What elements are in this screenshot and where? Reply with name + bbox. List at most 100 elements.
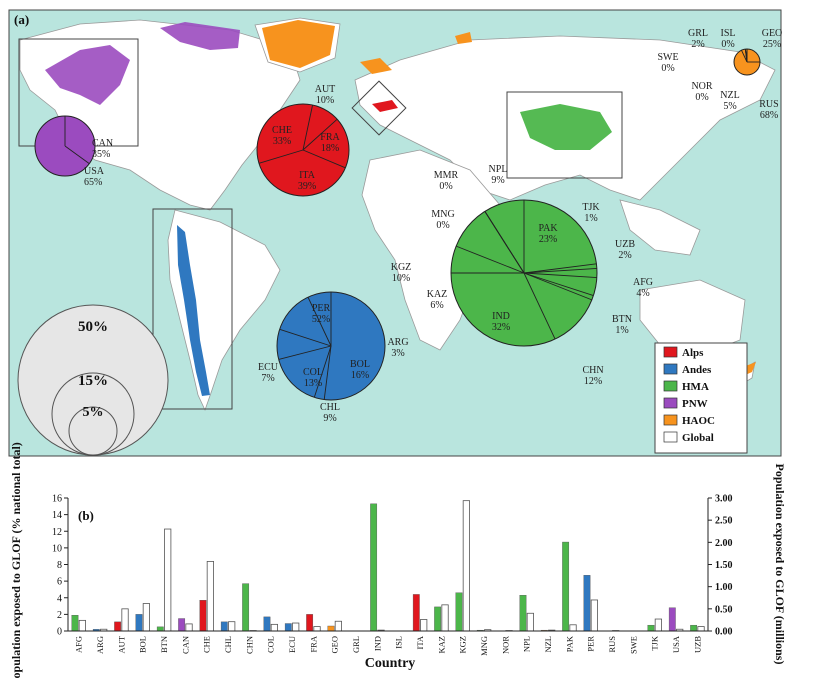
pie-pct-andes-per: 52%: [312, 314, 330, 325]
y-left-tick-label: 14: [52, 510, 62, 521]
pie-label-andes-per: PER: [312, 303, 331, 314]
pie-label-hma-kgz: KGZ: [391, 262, 412, 273]
y-left-tick-label: 10: [52, 543, 62, 554]
size-legend-15-label: 15%: [78, 373, 108, 389]
bar-pct-geo: [328, 626, 334, 631]
size-legend-5-label: 5%: [83, 405, 104, 420]
bar-pct-chn: [242, 584, 248, 631]
y-right-tick-label: 3.00: [715, 494, 733, 505]
bar-pct-btn: [157, 627, 163, 631]
y-axis-right-title: Population exposed to GLOF (millions): [773, 464, 787, 665]
bar-pct-pak: [562, 542, 568, 631]
pie-label-hma-ind: IND: [492, 311, 510, 322]
pie-label-haoc-grl: GRL: [688, 28, 708, 39]
x-tick-fra: FRA: [308, 635, 318, 652]
bar-pct-chl: [221, 622, 227, 631]
y-left-tick-label: 2: [57, 610, 62, 621]
bar-millions-ita: [421, 619, 427, 631]
pie-pct-haoc-nor: 0%: [695, 92, 708, 103]
pie-label-andes-arg: ARG: [387, 337, 408, 348]
y-right-tick-label: 0.50: [715, 604, 733, 615]
x-tick-ita: ITA: [415, 635, 425, 649]
size-legend: 50% 15% 5%: [18, 305, 168, 455]
pie-label-andes-ecu: ECU: [258, 362, 279, 373]
x-tick-mng: MNG: [479, 636, 489, 656]
pie-label-haoc-geo: GEO: [762, 28, 783, 39]
x-tick-chl: CHL: [223, 636, 233, 653]
pie-pct-haoc-isl: 0%: [721, 39, 734, 50]
bar-millions-per: [591, 600, 597, 631]
pie-pct-hma-mng: 0%: [436, 220, 449, 231]
pie-pct-hma-ind: 32%: [492, 322, 510, 333]
bar-pct-che: [200, 600, 206, 631]
pie-label-alps-ita: ITA: [299, 170, 316, 181]
x-tick-bol: BOL: [138, 636, 148, 653]
pie-pct-andes-chl: 9%: [323, 413, 336, 424]
pie-pct-andes-col: 13%: [304, 378, 322, 389]
pie-label-andes-chl: CHL: [320, 402, 340, 413]
x-tick-geo: GEO: [330, 636, 340, 653]
pie-label-andes-col: COL: [303, 367, 323, 378]
bar-pct-fra: [306, 614, 312, 631]
x-tick-che: CHE: [202, 636, 212, 653]
pie-pct-hma-npl: 9%: [491, 175, 504, 186]
x-tick-nzl: NZL: [543, 636, 553, 653]
bar-pct-afg: [72, 615, 78, 631]
bar-pct-ind: [370, 504, 376, 631]
y-left-tick-label: 4: [57, 593, 62, 604]
bar-pct-kaz: [434, 607, 440, 631]
x-tick-kgz: KGZ: [458, 636, 468, 653]
x-tick-can: CAN: [180, 636, 190, 654]
bar-millions-tjk: [655, 619, 661, 631]
bar-millions-afg: [79, 620, 85, 631]
bar-pct-kgz: [456, 593, 462, 631]
pie-label-hma-mng: MNG: [431, 209, 454, 220]
bar-millions-geo: [335, 621, 341, 631]
y-right-tick-label: 0.00: [715, 627, 733, 638]
bar-pct-ecu: [285, 624, 291, 631]
legend-swatch-andes: [664, 364, 677, 374]
pie-pct-haoc-geo: 25%: [763, 39, 781, 50]
panel-a-label: (a): [14, 12, 29, 27]
y-left-tick-label: 16: [52, 494, 62, 505]
x-tick-npl: NPL: [522, 636, 532, 652]
bar-millions-fra: [314, 627, 320, 631]
x-tick-isl: ISL: [394, 636, 404, 649]
pie-label-andes-bol: BOL: [350, 359, 370, 370]
x-tick-usa: USA: [671, 635, 681, 653]
pie-pct-andes-bol: 16%: [351, 370, 369, 381]
pie-label-pnw-can: CAN: [92, 138, 113, 149]
x-tick-afg: AFG: [74, 636, 84, 653]
pie-pct-hma-kaz: 6%: [430, 300, 443, 311]
bar-pct-usa: [669, 608, 675, 631]
bar-millions-che: [207, 561, 213, 631]
pie-pct-alps-aut: 10%: [316, 95, 334, 106]
pie-label-alps-che: CHE: [272, 125, 292, 136]
y-right-tick-label: 2.50: [715, 516, 733, 527]
y-right-tick-label: 2.00: [715, 538, 733, 549]
pie-label-hma-mmr: MMR: [434, 170, 459, 181]
x-tick-grl: GRL: [351, 636, 361, 653]
pie-pct-hma-pak: 23%: [539, 234, 557, 245]
x-tick-arg: ARG: [95, 636, 105, 654]
legend-swatch-haoc: [664, 415, 677, 425]
pie-pct-haoc-swe: 0%: [661, 63, 674, 74]
pie-pct-haoc-nzl: 5%: [723, 101, 736, 112]
pie-label-haoc-isl: ISL: [721, 28, 736, 39]
y-left-tick-label: 8: [57, 560, 62, 571]
pie-pct-alps-fra: 18%: [321, 143, 339, 154]
pie-pct-pnw-can: 35%: [92, 149, 110, 160]
pie-haoc: [734, 49, 760, 75]
legend-label-haoc: HAOC: [682, 415, 715, 427]
x-tick-ecu: ECU: [287, 636, 297, 653]
x-tick-col: COL: [266, 636, 276, 653]
bar-pct-per: [584, 575, 590, 631]
pie-label-haoc-nor: NOR: [691, 81, 712, 92]
y-left-tick-label: 12: [52, 527, 62, 538]
x-tick-ind: IND: [372, 636, 382, 651]
bar-millions-col: [271, 624, 277, 631]
